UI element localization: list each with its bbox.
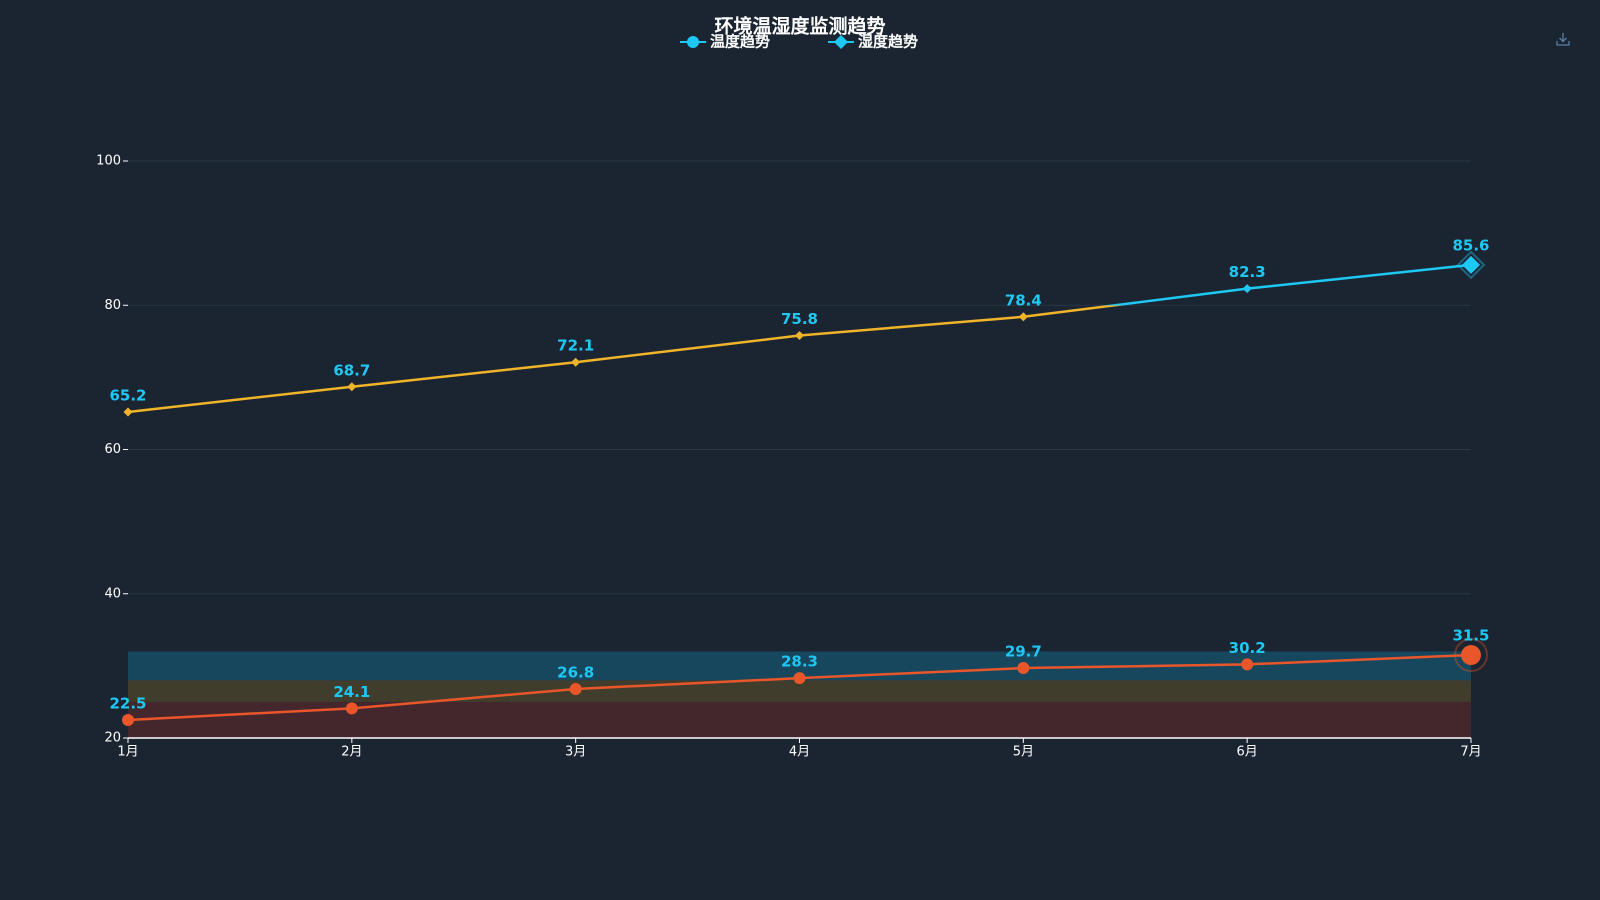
data-label: 24.1	[333, 683, 370, 701]
x-tick-label: 6月	[1237, 745, 1258, 760]
data-label: 65.2	[109, 386, 146, 404]
legend-label: 湿度趋势	[858, 33, 918, 51]
data-label: 31.5	[1452, 627, 1489, 645]
data-label: 85.6	[1452, 236, 1489, 254]
data-label: 78.4	[1005, 291, 1042, 309]
marker	[1241, 658, 1254, 671]
legend-label: 温度趋势	[710, 33, 770, 51]
download-glyph[interactable]	[1556, 33, 1570, 46]
marker-glow	[1456, 250, 1486, 280]
marker	[569, 682, 582, 695]
data-label: 72.1	[557, 337, 594, 355]
y-tick-label: 60	[104, 442, 121, 457]
x-tick-label: 7月	[1460, 745, 1481, 760]
x-tick-label: 2月	[341, 745, 362, 760]
x-tick-label: 4月	[789, 745, 810, 760]
marker	[1462, 255, 1480, 274]
x-tick-label: 3月	[565, 745, 586, 760]
marker	[1242, 284, 1252, 294]
marker	[345, 702, 358, 715]
marker	[793, 672, 806, 685]
data-label: 75.8	[781, 310, 818, 328]
marker	[123, 407, 133, 417]
x-tick-label: 5月	[1013, 745, 1034, 760]
chart-title: 环境温湿度监测趋势	[714, 15, 885, 38]
marker	[1018, 312, 1028, 322]
data-label: 68.7	[333, 361, 370, 379]
data-label: 26.8	[557, 663, 594, 681]
data-label: 22.5	[109, 694, 146, 712]
data-label: 28.3	[781, 653, 818, 671]
download-icon[interactable]	[1556, 33, 1570, 46]
x-tick-label: 1月	[117, 745, 138, 760]
marker	[571, 357, 581, 367]
marker	[347, 382, 357, 392]
data-label: 29.7	[1005, 643, 1042, 661]
marker	[795, 331, 804, 341]
y-tick-label: 20	[104, 731, 121, 746]
legend-icon	[834, 35, 848, 49]
data-label: 82.3	[1229, 263, 1266, 281]
y-tick-label: 80	[104, 298, 121, 313]
marker-glow	[1454, 638, 1488, 673]
y-tick-label: 40	[104, 586, 121, 601]
mark-area	[128, 701, 1471, 738]
data-label: 30.2	[1229, 639, 1266, 657]
marker	[122, 713, 134, 726]
marker	[1017, 662, 1030, 675]
mark-area	[128, 680, 1471, 702]
marker	[1461, 645, 1481, 666]
legend-icon	[687, 36, 699, 48]
y-tick-label: 100	[96, 154, 121, 169]
